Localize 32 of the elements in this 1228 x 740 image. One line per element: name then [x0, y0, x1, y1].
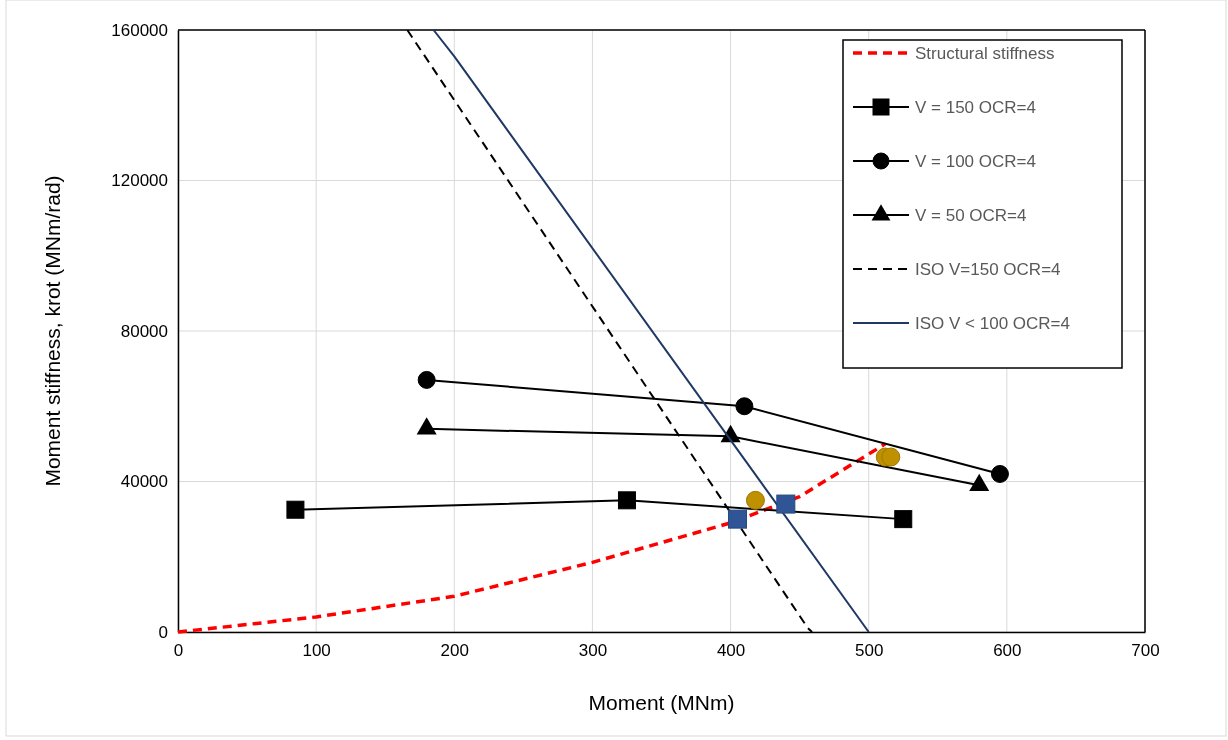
point	[894, 510, 913, 529]
point	[735, 397, 754, 416]
y-tick-label: 40000	[120, 472, 168, 492]
legend-label: ISO V=150 OCR=4	[915, 260, 1061, 279]
legend-label: ISO V < 100 OCR=4	[915, 314, 1070, 333]
x-tick-label: 300	[578, 641, 608, 661]
x-axis-title: Moment (MNm)	[588, 691, 735, 714]
legend-label: V = 100 OCR=4	[915, 152, 1036, 171]
y-tick-label: 120000	[111, 171, 168, 191]
point	[745, 490, 765, 510]
point	[617, 491, 636, 510]
x-tick-label: 200	[440, 641, 469, 661]
point	[417, 370, 436, 389]
x-tick-label: 0	[173, 641, 184, 661]
y-axis-title: Moment stiffness, krot (MNm/rad)	[41, 175, 64, 487]
y-tick-label: 0	[158, 622, 168, 642]
x-tick-label: 600	[993, 641, 1022, 661]
x-tick-label: 400	[716, 641, 746, 661]
point	[990, 464, 1009, 483]
x-tick-label: 500	[855, 641, 884, 661]
y-tick-label: 160000	[111, 20, 168, 40]
point	[881, 447, 901, 467]
legend-label: V = 150 OCR=4	[915, 98, 1036, 117]
x-tick-label: 100	[302, 641, 331, 661]
line-series	[176, 442, 888, 634]
y-tick-label: 80000	[120, 321, 168, 341]
legend-label: Structural stiffness	[915, 44, 1055, 63]
legend-label: V = 50 OCR=4	[915, 206, 1027, 225]
point	[776, 494, 796, 514]
point	[727, 509, 747, 529]
point	[286, 500, 305, 519]
x-tick-label: 700	[1131, 641, 1160, 661]
